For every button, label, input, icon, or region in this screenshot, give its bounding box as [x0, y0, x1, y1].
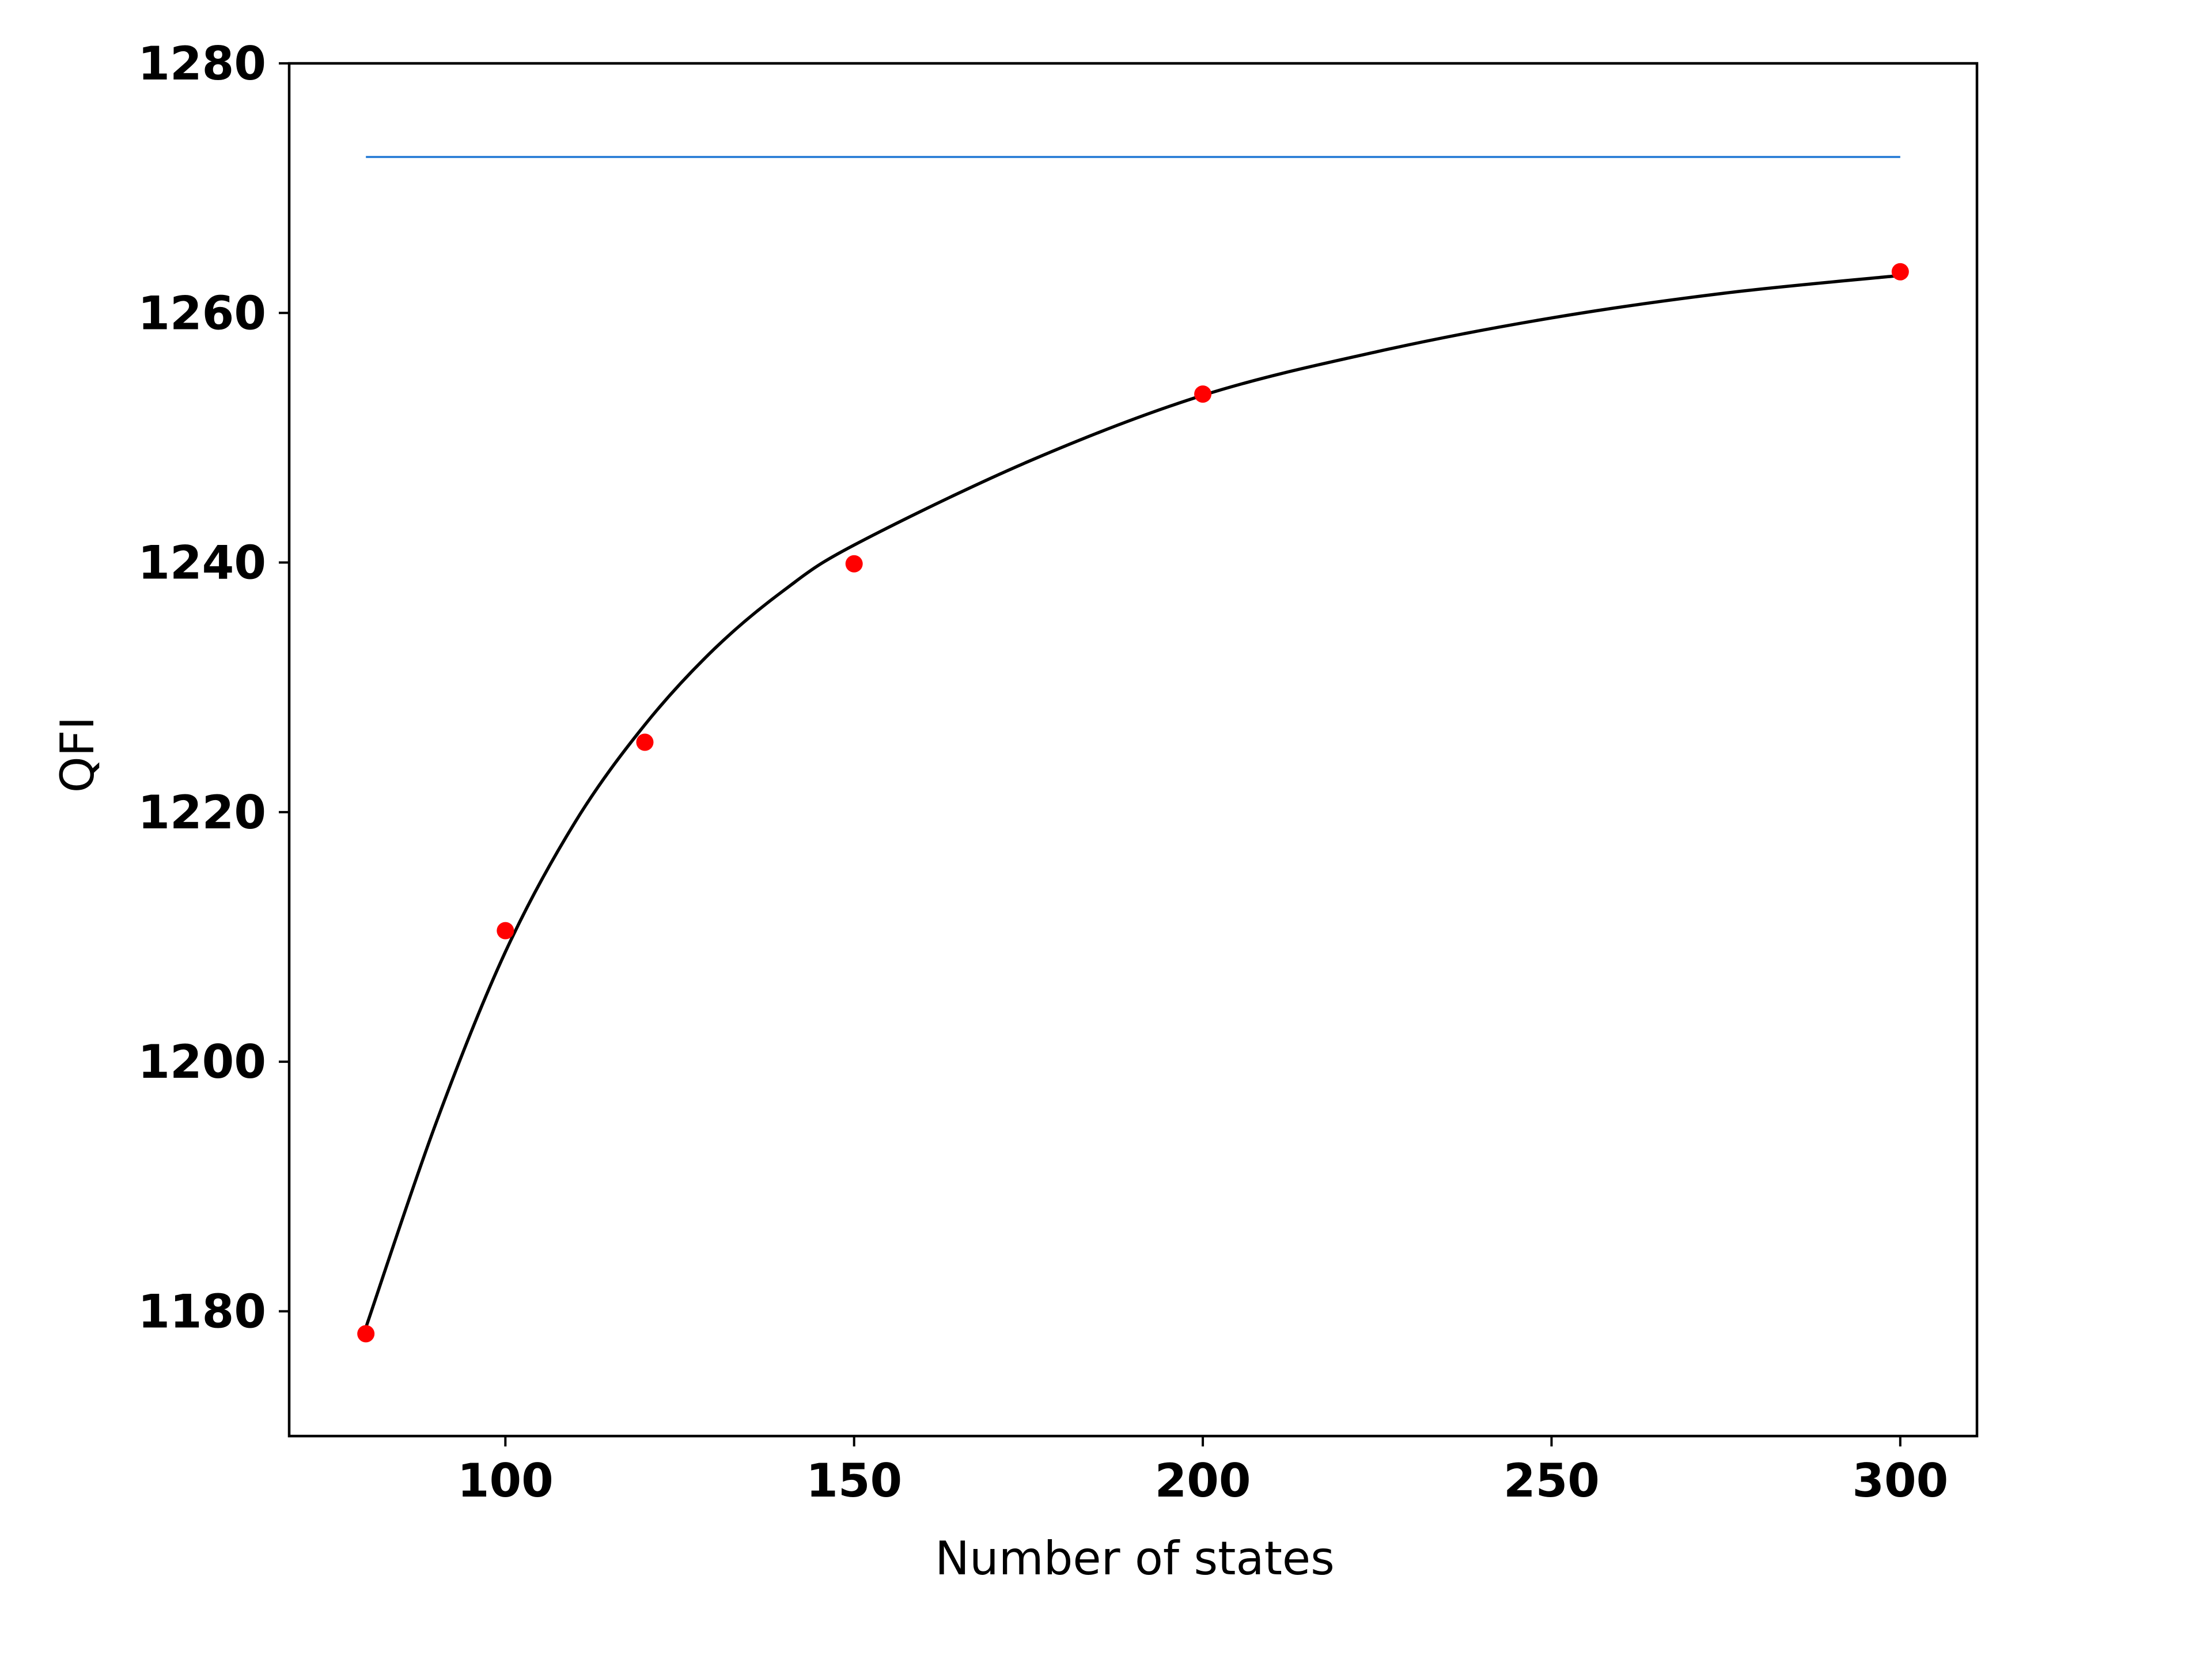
data-point	[1194, 385, 1212, 403]
y-tick-label: 1280	[138, 37, 266, 90]
y-tick-label: 1240	[138, 536, 266, 590]
x-axis-title: Number of states	[935, 1532, 1335, 1585]
plot-frame	[287, 62, 1979, 1438]
x-tick-label: 300	[1852, 1454, 1948, 1508]
x-tick-label: 250	[1503, 1454, 1600, 1508]
data-point	[845, 555, 863, 573]
y-tick-label: 1200	[138, 1035, 266, 1089]
y-tick-label: 1220	[138, 786, 266, 839]
y-tick-label: 1260	[138, 286, 266, 340]
x-tick-label: 150	[806, 1454, 902, 1508]
x-tick-label: 200	[1155, 1454, 1251, 1508]
plot-area	[357, 156, 1909, 1343]
data-point	[497, 922, 514, 940]
data-point	[357, 1325, 375, 1343]
y-axis-title: QFI	[51, 717, 104, 793]
x-tick-label: 100	[457, 1454, 554, 1508]
axes: 100 150 200 250 300 1180 1200 1220 1240 1260 1280	[138, 37, 1979, 1508]
y-tick-label: 1180	[138, 1285, 266, 1338]
fit-curve	[364, 274, 1901, 1328]
data-point	[1891, 263, 1909, 281]
data-point	[636, 733, 654, 751]
